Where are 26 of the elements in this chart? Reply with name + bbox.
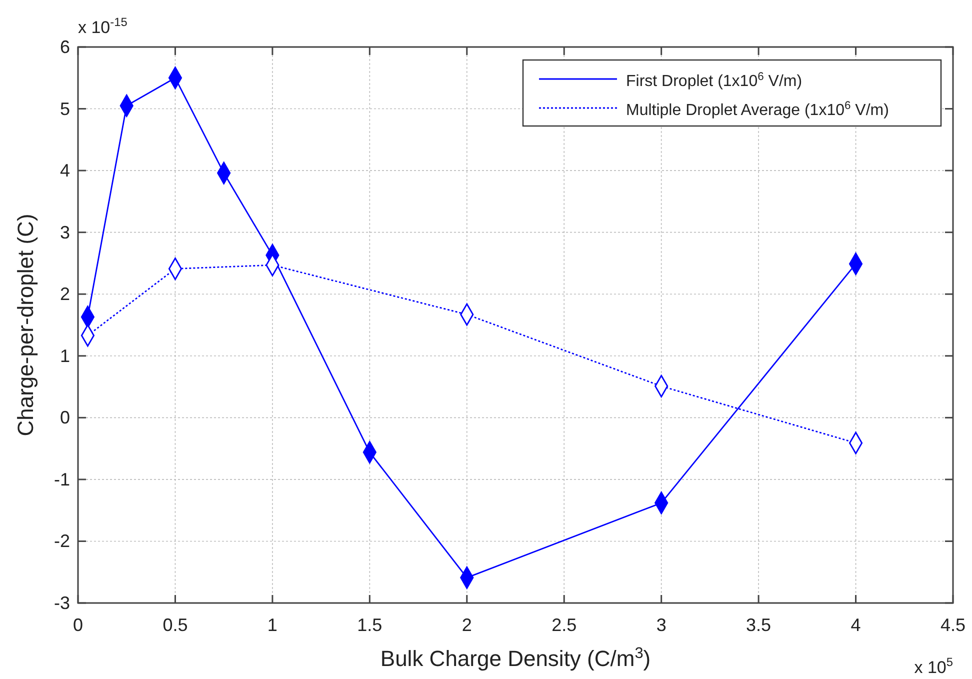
legend-label: Multiple Droplet Average (1x10$^{6}$ V/m) [626, 100, 889, 119]
y-tick-label: -2 [54, 531, 70, 552]
x-tick-label: 0 [72, 615, 84, 635]
y-tick-label: 2 [60, 284, 70, 304]
y-tick-label: -3 [54, 593, 70, 613]
x-tick-label: 3.5 [746, 615, 772, 635]
y-tick-label: 1 [60, 346, 70, 366]
y-tick-label: -1 [54, 469, 70, 490]
y-axis-title: Charge-per-droplet (C) [13, 214, 38, 436]
text: x 10$^{5}$ [914, 655, 954, 677]
x-tick-label: 2.5 [552, 615, 577, 635]
y-tick-label: 4 [60, 160, 70, 181]
text: x 10$^{-15}$ [78, 15, 128, 37]
y-tick-label: 0 [60, 408, 70, 428]
x-axis-title: Bulk Charge Density (C/m$^{3}$) [380, 644, 651, 671]
x-tick-label: 4 [850, 615, 861, 635]
y-tick-label: 6 [60, 37, 70, 57]
legend-label: First Droplet (1x10$^{6}$ V/m) [626, 71, 802, 90]
y-tick-label: 5 [60, 98, 70, 119]
x-tick-label: 1.5 [357, 615, 382, 635]
x-tick-label: 3 [656, 615, 666, 635]
y-tick-label: 3 [60, 222, 70, 242]
x-tick-label: 1 [267, 615, 278, 635]
x-tick-label: 0.5 [162, 615, 188, 635]
x-tick-label: 4.5 [940, 615, 966, 635]
x-tick-label: 2 [462, 615, 472, 635]
